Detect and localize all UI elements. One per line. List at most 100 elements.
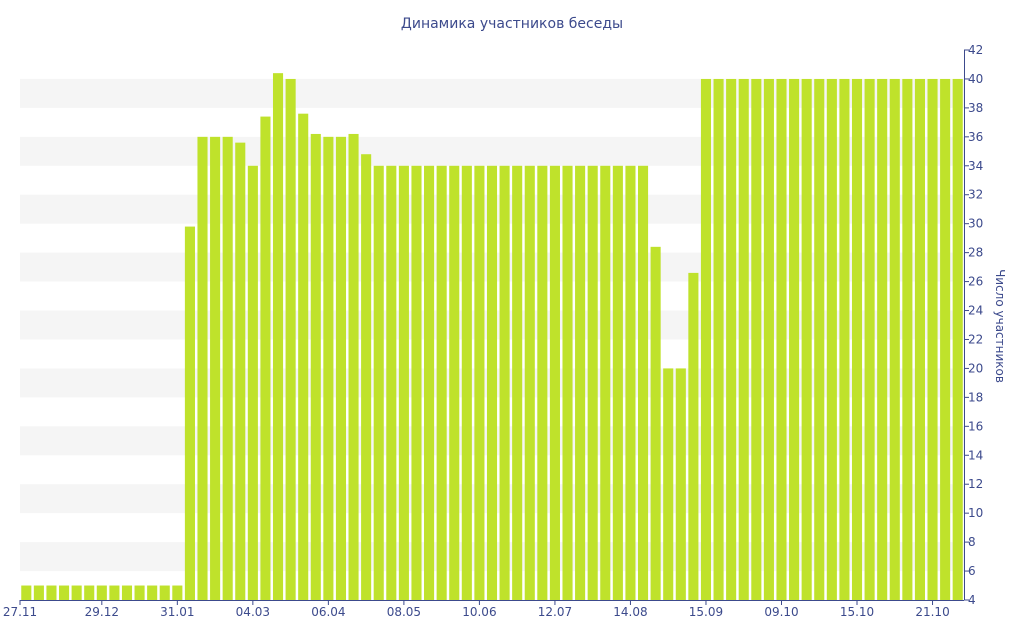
bar [147,585,158,600]
bar [361,154,372,600]
y-tick-label: 6 [968,564,976,578]
y-tick-label: 38 [968,101,983,115]
x-tick-label: 09.10 [764,605,798,619]
bar [121,585,133,600]
x-tick-label: 14.08 [613,605,647,619]
y-tick-label: 12 [968,477,983,491]
bar [675,368,686,600]
bar [902,78,913,600]
y-tick-label: 24 [968,304,983,318]
bar [310,133,321,600]
x-axis-ticks: 27.11 29.12 31.01 04.03 06.04 08.05 10.06 12.07… [3,600,950,619]
bar [524,165,535,601]
bar [411,165,422,601]
bar [587,165,598,601]
bar [549,165,560,601]
bar [424,165,435,601]
bar [763,78,774,600]
bar [663,368,674,600]
bar [33,585,44,600]
y-axis-ticks: 4 6 8 10 12 14 16 18 20 22 24 26 28 30 32 34 36 38 40 42 [964,43,983,607]
y-tick-label: 14 [968,448,983,462]
bar [449,165,460,601]
bar [222,136,233,600]
y-tick-label: 4 [968,593,976,607]
bar [499,165,510,601]
bar [537,165,548,601]
y-tick-label: 36 [968,130,983,144]
bar [159,585,170,600]
y-tick-label: 20 [968,361,983,375]
bar [738,78,749,600]
bar [21,585,32,600]
bar [650,246,661,600]
bar [940,78,951,600]
bar [109,585,120,600]
bars [21,73,963,601]
bar [71,585,82,600]
x-tick-label: 06.04 [311,605,345,619]
x-tick-label: 29.12 [85,605,119,619]
bar [210,136,221,600]
x-tick-label: 08.05 [387,605,421,619]
bar [700,78,712,600]
bar [486,165,498,601]
bar [851,78,863,600]
bar [638,165,649,601]
bar [285,78,296,600]
y-tick-label: 30 [968,217,983,231]
bar [197,136,208,600]
bar [713,78,724,600]
bar [625,165,636,601]
bar [889,78,900,600]
y-tick-label: 8 [968,535,976,549]
bar [373,165,384,601]
y-tick-label: 26 [968,275,983,289]
x-tick-label: 12.07 [538,605,572,619]
y-tick-label: 10 [968,506,983,520]
x-tick-label: 27.11 [3,605,37,619]
y-tick-label: 18 [968,390,983,404]
bar [398,165,409,601]
bar [839,78,850,600]
bar [272,73,284,600]
x-tick-label: 15.09 [689,605,723,619]
y-tick-label: 22 [968,332,983,346]
y-tick-label: 40 [968,72,983,86]
y-tick-label: 32 [968,188,983,202]
y-axis-label: Число участников [993,269,1007,383]
bar [814,78,825,600]
x-tick-label: 21.10 [915,605,949,619]
bar [562,165,573,601]
bar [134,585,145,600]
bar [348,133,359,600]
bar [877,78,888,600]
bar [474,165,485,601]
bar [46,585,57,600]
bar [575,165,586,601]
bar [789,78,800,600]
bar [84,585,95,600]
bar [776,78,787,600]
bar [512,165,523,601]
bar [235,142,246,600]
bar [96,585,107,600]
bar [436,165,447,601]
bar [952,78,963,600]
bar [184,226,195,600]
bar [600,165,611,601]
x-tick-label: 04.03 [236,605,270,619]
bar [260,116,271,600]
x-tick-label: 10.06 [462,605,496,619]
bar [386,165,397,601]
y-tick-label: 16 [968,419,983,433]
bar [826,78,837,600]
bar [688,272,699,600]
bar [461,165,472,601]
y-tick-label: 42 [968,43,983,57]
bar [612,165,623,601]
bar [59,585,70,600]
bar [323,136,334,600]
bar [335,136,347,600]
bar [864,78,875,600]
